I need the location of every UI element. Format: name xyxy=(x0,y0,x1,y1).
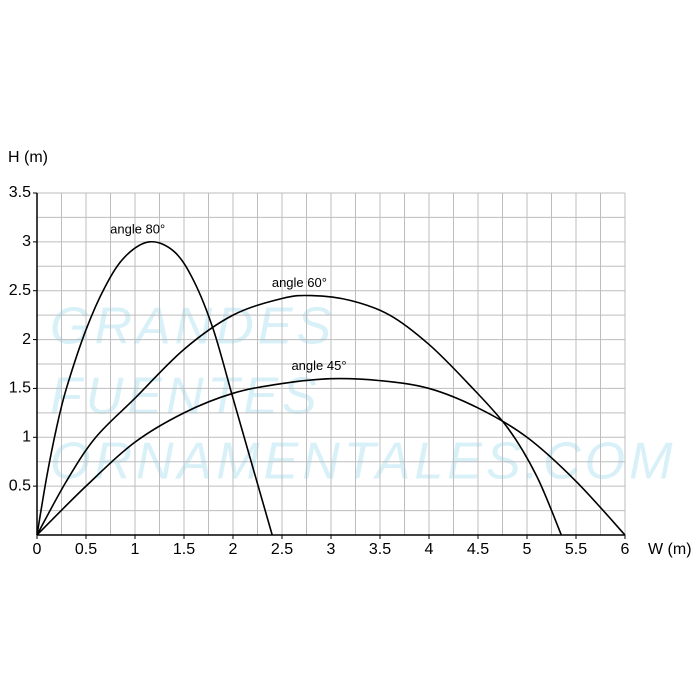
y-axis-label: H (m) xyxy=(8,149,48,166)
x-tick-label: 4.5 xyxy=(467,541,489,558)
x-tick-label: 5.5 xyxy=(565,541,587,558)
y-tick-label: 3 xyxy=(22,233,31,250)
curve xyxy=(36,294,563,536)
y-tick-label: 1 xyxy=(22,429,31,446)
curve xyxy=(36,240,273,536)
x-tick-label: 0 xyxy=(33,541,42,558)
x-tick-label: 3.5 xyxy=(369,541,391,558)
x-tick-label: 1 xyxy=(131,541,140,558)
curve-label: angle 80° xyxy=(110,221,165,236)
y-tick-label: 2.5 xyxy=(9,282,31,299)
x-tick-label: 6 xyxy=(621,541,630,558)
curve xyxy=(36,377,626,536)
x-tick-label: 2 xyxy=(229,541,238,558)
x-axis-label: W (m) xyxy=(648,541,692,558)
x-tick-label: 5 xyxy=(523,541,532,558)
y-tick-label: 0.5 xyxy=(9,477,31,494)
x-tick-label: 3 xyxy=(327,541,336,558)
y-tick-label: 2 xyxy=(22,331,31,348)
watermark: GRANDES xyxy=(50,298,335,356)
x-tick-label: 0.5 xyxy=(75,541,97,558)
curve-label: angle 45° xyxy=(291,358,346,373)
x-tick-label: 2.5 xyxy=(271,541,293,558)
watermark: FUENTES xyxy=(50,368,321,426)
x-tick-label: 1.5 xyxy=(173,541,195,558)
y-tick-label: 1.5 xyxy=(9,380,31,397)
x-tick-label: 4 xyxy=(425,541,434,558)
y-tick-label: 3.5 xyxy=(9,184,31,201)
curve-label: angle 60° xyxy=(272,275,327,290)
